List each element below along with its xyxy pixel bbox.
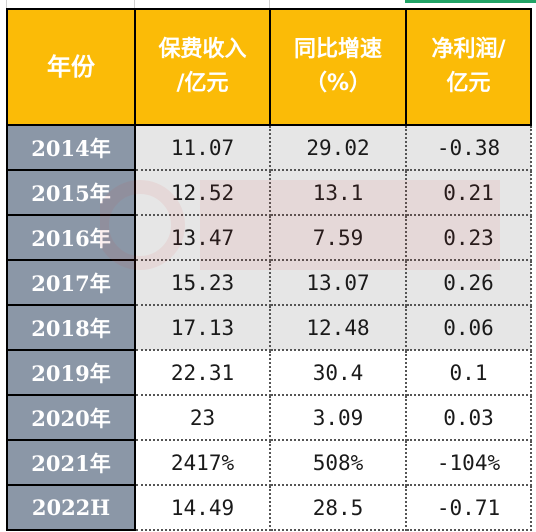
profit-cell[interactable]: 0.26 [405,259,532,306]
profit-cell[interactable]: 0.23 [405,214,532,261]
growth-cell[interactable]: 7.59 [269,214,407,261]
premium-cell[interactable]: 15.23 [134,259,271,306]
year-cell[interactable]: 2021年 [6,439,136,486]
year-cell[interactable]: 2015年 [6,169,136,216]
header-premium[interactable]: 保费收入 /亿元 [134,8,271,126]
table-row: 2021年 2417% 508% -104% [6,439,532,486]
profit-cell[interactable]: 0.03 [405,394,532,441]
year-cell[interactable]: 2016年 [6,214,136,261]
growth-cell[interactable]: 29.02 [269,124,407,171]
premium-cell[interactable]: 22.31 [134,349,271,396]
growth-cell[interactable]: 508% [269,439,407,486]
table-row: 2018年 17.13 12.48 0.06 [6,304,532,351]
year-cell[interactable]: 2022H [6,484,136,531]
profit-cell[interactable]: -0.38 [405,124,532,171]
year-cell[interactable]: 2020年 [6,394,136,441]
header-profit[interactable]: 净利润/ 亿元 [405,8,532,126]
premium-cell[interactable]: 14.49 [134,484,271,531]
table-row: 2017年 15.23 13.07 0.26 [6,259,532,306]
growth-cell[interactable]: 3.09 [269,394,407,441]
premium-cell[interactable]: 17.13 [134,304,271,351]
cell-divider [6,0,7,8]
table-row: 2016年 13.47 7.59 0.23 [6,214,532,261]
table-row: 2014年 11.07 29.02 -0.38 [6,124,532,171]
growth-cell[interactable]: 13.1 [269,169,407,216]
header-year[interactable]: 年份 [6,8,136,126]
profit-cell[interactable]: 0.21 [405,169,532,216]
header-row: 年份 保费收入 /亿元 同比增速 （%） 净利润/ 亿元 [6,8,532,126]
year-cell[interactable]: 2017年 [6,259,136,306]
premium-cell[interactable]: 2417% [134,439,271,486]
premium-cell[interactable]: 12.52 [134,169,271,216]
premium-cell[interactable]: 23 [134,394,271,441]
table-row: 2019年 22.31 30.4 0.1 [6,349,532,396]
year-cell[interactable]: 2019年 [6,349,136,396]
sheet-top-strip [0,0,536,8]
data-table: 年份 保费收入 /亿元 同比增速 （%） 净利润/ 亿元 2014年 11.07 2… [6,8,532,531]
premium-cell[interactable]: 13.47 [134,214,271,261]
active-cell-indicator [405,0,536,3]
cell-divider [269,0,270,8]
profit-cell[interactable]: 0.06 [405,304,532,351]
growth-cell[interactable]: 13.07 [269,259,407,306]
table-row: 2020年 23 3.09 0.03 [6,394,532,441]
premium-cell[interactable]: 11.07 [134,124,271,171]
table-row: 2015年 12.52 13.1 0.21 [6,169,532,216]
growth-cell[interactable]: 12.48 [269,304,407,351]
table-row: 2022H 14.49 28.5 -0.71 [6,484,532,531]
profit-cell[interactable]: 0.1 [405,349,532,396]
header-growth[interactable]: 同比增速 （%） [269,8,407,126]
profit-cell[interactable]: -104% [405,439,532,486]
growth-cell[interactable]: 28.5 [269,484,407,531]
year-cell[interactable]: 2018年 [6,304,136,351]
cell-divider [134,0,135,8]
year-cell[interactable]: 2014年 [6,124,136,171]
growth-cell[interactable]: 30.4 [269,349,407,396]
profit-cell[interactable]: -0.71 [405,484,532,531]
